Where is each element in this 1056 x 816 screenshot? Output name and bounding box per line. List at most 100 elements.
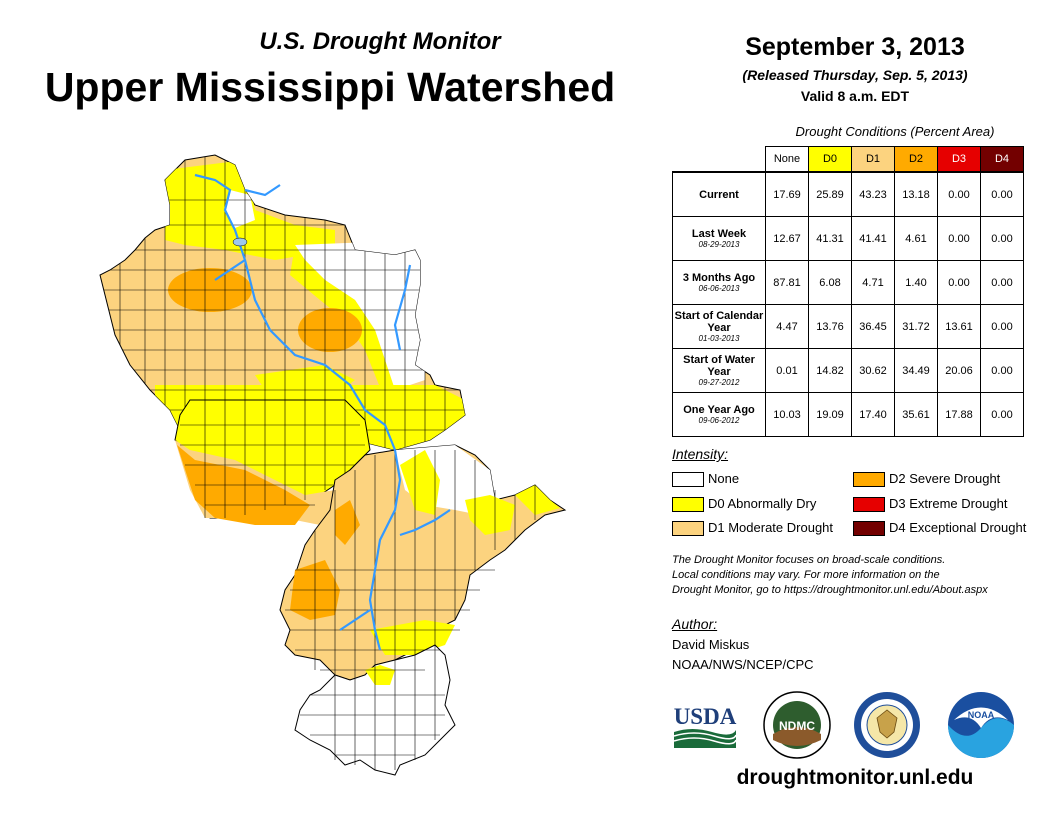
noaa-logo-text: NOAA	[968, 710, 995, 720]
cell: 20.06	[937, 348, 981, 393]
cell: 4.61	[894, 216, 938, 261]
usda-logo-text: USDA	[674, 704, 737, 729]
cell: 25.89	[808, 171, 852, 217]
author-label: Author:	[672, 616, 718, 632]
row-label: Start of Water Year 09-27-2012	[672, 348, 766, 393]
cell: 0.00	[937, 260, 981, 305]
legend-swatch	[672, 472, 704, 488]
col-header-none: None	[765, 146, 809, 173]
note-line: Drought Monitor, go to https://droughtmo…	[672, 584, 988, 596]
cell: 36.45	[851, 304, 895, 349]
site-url[interactable]: droughtmonitor.unl.edu	[736, 766, 974, 789]
row-date: 09-06-2012	[698, 415, 740, 425]
col-header-d4: D4	[980, 146, 1024, 173]
cell: 41.41	[851, 216, 895, 261]
cell: 17.88	[937, 392, 981, 437]
legend-swatch	[672, 521, 704, 537]
table-row: One Year Ago 09-06-2012 10.03 19.09 17.40…	[672, 392, 1024, 437]
legend-label: None	[708, 471, 740, 486]
cell: 0.00	[980, 348, 1024, 393]
author-name: David Miskus	[672, 637, 750, 652]
cell: 13.61	[937, 304, 981, 349]
legend-label: D0 Abnormally Dry	[708, 496, 817, 511]
note-line: The Drought Monitor focuses on broad-sca…	[672, 554, 946, 566]
release-date: (Released Thursday, Sep. 5, 2013)	[742, 67, 968, 83]
legend-label: D4 Exceptional Drought	[889, 520, 1027, 535]
noaa-logo: NOAA	[948, 692, 1014, 758]
region-title: Upper Mississippi Watershed	[44, 64, 616, 110]
row-label: Start of Calendar Year 01-03-2013	[672, 304, 766, 349]
row-label: Last Week 08-29-2013	[672, 216, 766, 261]
legend-item-d0: D0 Abnormally Dry	[672, 495, 816, 513]
drought-map	[99, 154, 567, 776]
cell: 35.61	[894, 392, 938, 437]
legend-label: D3 Extreme Drought	[889, 496, 1008, 511]
legend-label: D1 Moderate Drought	[708, 520, 834, 535]
row-date: 01-03-2013	[698, 333, 740, 343]
cell: 17.40	[851, 392, 895, 437]
row-label-text: Start of Water Year	[683, 353, 755, 378]
row-label: Current	[672, 171, 766, 217]
col-header-d1: D1	[851, 146, 895, 173]
map-date: September 3, 2013	[745, 33, 965, 61]
cell: 31.72	[894, 304, 938, 349]
cell: 43.23	[851, 171, 895, 217]
cell: 0.00	[937, 171, 981, 217]
cell: 10.03	[765, 392, 809, 437]
legend-title: Intensity:	[672, 446, 729, 462]
cell: 30.62	[851, 348, 895, 393]
ndmc-logo-text: NDMC	[779, 719, 815, 733]
cell: 1.40	[894, 260, 938, 305]
row-date: 09-27-2012	[698, 377, 740, 387]
col-header-d2: D2	[894, 146, 938, 173]
drought-table: None D0 D1 D2 D3 D4 Current 17.69 25.89 …	[672, 146, 1024, 437]
cell: 12.67	[765, 216, 809, 261]
row-label-text: 3 Months Ago	[682, 271, 756, 284]
cell: 0.00	[980, 260, 1024, 305]
commerce-seal	[854, 692, 920, 758]
cell: 0.01	[765, 348, 809, 393]
lake	[232, 237, 248, 247]
table-row: 3 Months Ago 06-06-2013 87.81 6.08 4.71 1…	[672, 260, 1024, 305]
row-label: 3 Months Ago 06-06-2013	[672, 260, 766, 305]
cell: 0.00	[980, 392, 1024, 437]
cell: 4.71	[851, 260, 895, 305]
legend-item-d3: D3 Extreme Drought	[853, 495, 1008, 513]
cell: 41.31	[808, 216, 852, 261]
row-label-text: One Year Ago	[683, 403, 755, 416]
author-org: NOAA/NWS/NCEP/CPC	[672, 657, 814, 672]
cell: 13.18	[894, 171, 938, 217]
table-row: Last Week 08-29-2013 12.67 41.31 41.41 4.…	[672, 216, 1024, 261]
cell: 14.82	[808, 348, 852, 393]
disclaimer-note: The Drought Monitor focuses on broad-sca…	[672, 553, 1042, 598]
cell: 4.47	[765, 304, 809, 349]
legend-swatch	[853, 497, 885, 513]
valid-time: Valid 8 a.m. EDT	[800, 88, 910, 104]
col-header-d0: D0	[808, 146, 852, 173]
ndmc-logo: NDMC	[763, 691, 831, 759]
row-label-text: Start of Calendar Year	[674, 309, 764, 334]
usda-logo: USDA	[674, 704, 737, 748]
map-iowa	[174, 399, 371, 530]
row-date: 06-06-2013	[698, 283, 740, 293]
table-row: Current 17.69 25.89 43.23 13.18 0.00 0.0…	[672, 171, 1024, 217]
cell: 19.09	[808, 392, 852, 437]
cell: 0.00	[980, 304, 1024, 349]
legend-item-none: None	[672, 470, 739, 488]
legend-swatch	[672, 497, 704, 513]
table-row: Start of Calendar Year 01-03-2013 4.47 13…	[672, 304, 1024, 349]
row-label-text: Current	[699, 188, 739, 201]
cell: 0.00	[937, 216, 981, 261]
legend-swatch	[853, 472, 885, 488]
product-title: U.S. Drought Monitor	[259, 28, 501, 55]
rivers	[194, 173, 451, 651]
legend-item-d4: D4 Exceptional Drought	[853, 519, 1026, 537]
cell: 87.81	[765, 260, 809, 305]
table-caption: Drought Conditions (Percent Area)	[795, 124, 995, 139]
row-label-text: Last Week	[691, 227, 747, 240]
row-date: 08-29-2013	[698, 239, 740, 249]
legend-item-d1: D1 Moderate Drought	[672, 519, 833, 537]
table-header: None D0 D1 D2 D3 D4	[673, 146, 1024, 173]
cell: 34.49	[894, 348, 938, 393]
row-label: One Year Ago 09-06-2012	[672, 392, 766, 437]
